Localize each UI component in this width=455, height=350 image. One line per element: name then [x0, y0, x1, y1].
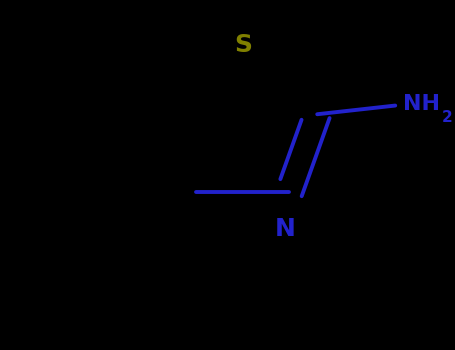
Text: NH: NH: [403, 94, 440, 114]
Text: N: N: [275, 217, 296, 241]
Text: S: S: [234, 33, 252, 57]
Text: 2: 2: [442, 110, 452, 125]
